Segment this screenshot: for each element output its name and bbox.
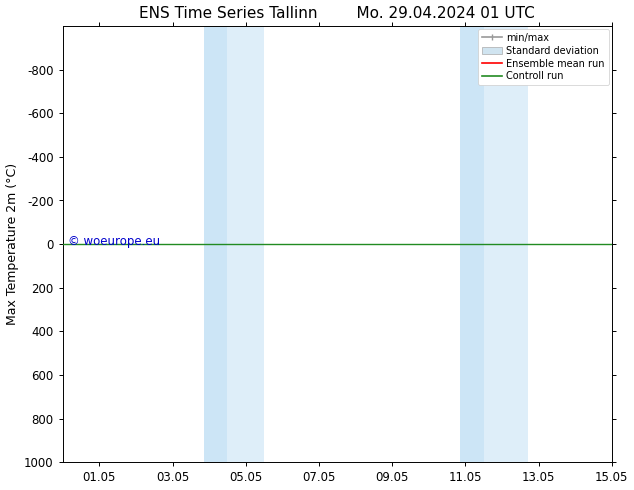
Bar xyxy=(228,26,264,463)
Bar xyxy=(484,26,527,463)
Y-axis label: Max Temperature 2m (°C): Max Temperature 2m (°C) xyxy=(6,163,18,325)
Bar xyxy=(460,26,484,463)
Bar xyxy=(204,26,228,463)
Title: ENS Time Series Tallinn        Mo. 29.04.2024 01 UTC: ENS Time Series Tallinn Mo. 29.04.2024 0… xyxy=(139,5,535,21)
Legend: min/max, Standard deviation, Ensemble mean run, Controll run: min/max, Standard deviation, Ensemble me… xyxy=(478,29,609,85)
Text: © woeurope.eu: © woeurope.eu xyxy=(68,235,160,248)
